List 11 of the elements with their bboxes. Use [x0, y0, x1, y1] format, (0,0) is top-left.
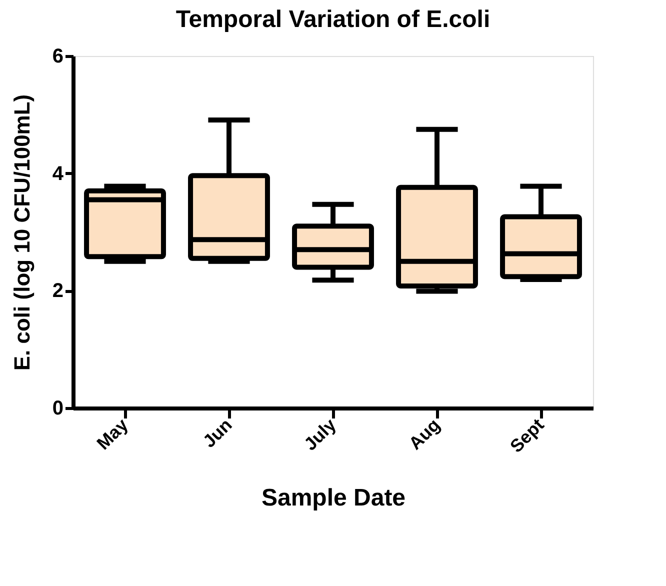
y-tick-label: 6: [52, 46, 64, 68]
y-tick-label: 0: [52, 398, 64, 420]
x-tick-label: July: [300, 414, 340, 454]
x-axis-title: Sample Date: [261, 484, 406, 512]
y-tick-label: 2: [52, 280, 64, 302]
y-tick-label: 4: [52, 162, 64, 185]
x-tick-label: Jun: [199, 414, 236, 452]
chart-title: Temporal Variation of E.coli: [176, 6, 490, 33]
x-tick-label: Aug: [404, 414, 444, 454]
y-axis-title: E. coli (log 10 CFU/100mL): [9, 94, 34, 371]
x-tick-label: May: [92, 414, 132, 454]
